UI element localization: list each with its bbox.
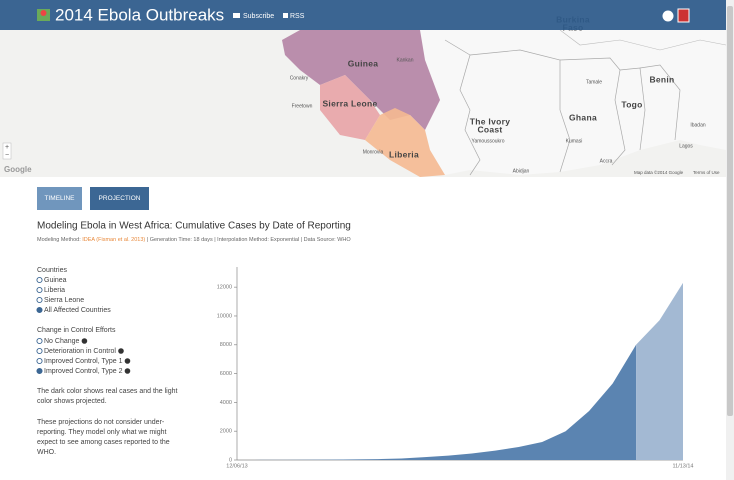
radio-label[interactable]: Guinea xyxy=(44,277,67,284)
partner-icon[interactable] xyxy=(677,8,690,23)
y-tick-label: 8000 xyxy=(220,342,232,348)
area xyxy=(636,282,683,460)
rss-icon xyxy=(283,13,288,18)
country-label: Ghana xyxy=(569,112,597,122)
help-icon[interactable] xyxy=(124,368,131,374)
country-label: Coast xyxy=(477,124,502,134)
city-label: Freetown xyxy=(292,103,313,109)
country-label: Guinea xyxy=(348,58,379,68)
note-text: reporting. They model only what we might xyxy=(37,429,166,436)
radio-label[interactable]: Deterioration in Control xyxy=(44,348,116,355)
radio-button[interactable] xyxy=(36,367,43,375)
chart-title: Modeling Ebola in West Africa: Cumulativ… xyxy=(37,221,351,232)
tab-label[interactable]: PROJECTION xyxy=(99,195,141,202)
city-label: Ibadan xyxy=(690,122,706,128)
method-label: Modeling Method: xyxy=(37,237,82,243)
tab-projection[interactable] xyxy=(90,187,149,210)
radio-button[interactable] xyxy=(36,337,43,345)
city-label: Tamale xyxy=(586,79,602,85)
city-label: Kankan xyxy=(397,57,414,63)
city-label: Accra xyxy=(600,158,613,164)
radio-label[interactable]: No Change xyxy=(44,338,80,345)
y-tick-label: 4000 xyxy=(220,400,232,406)
method-details: | Generation Time: 18 days | Interpolati… xyxy=(145,237,351,243)
y-tick-label: 10000 xyxy=(217,313,232,319)
country-label: Togo xyxy=(621,99,642,109)
city-label: Lagos xyxy=(679,143,693,149)
control-heading: Countries xyxy=(37,267,67,274)
radio-label[interactable]: All Affected Countries xyxy=(44,307,111,314)
help-icon[interactable] xyxy=(81,338,88,344)
chart-subtitle: Modeling Method: IDEA (Fisman et al. 201… xyxy=(37,237,351,243)
border xyxy=(619,67,646,151)
city-label: Conakry xyxy=(290,75,309,81)
radio-label[interactable]: Liberia xyxy=(44,287,65,294)
mail-icon xyxy=(233,13,240,18)
partner-icon[interactable] xyxy=(662,10,674,22)
scrollbar-thumb[interactable] xyxy=(727,6,733,416)
note-text: expect to see among cases reported to th… xyxy=(37,439,170,446)
note-text: The dark color shows real cases and the … xyxy=(37,388,178,395)
country-label: Liberia xyxy=(389,149,419,159)
sierra-leone-region xyxy=(320,75,380,140)
radio-button[interactable] xyxy=(36,357,43,365)
border xyxy=(639,64,681,141)
radio-label[interactable]: Improved Control, Type 2 xyxy=(44,368,123,375)
header-bar xyxy=(0,0,726,30)
method-link[interactable]: IDEA (Fisman et al. 2013) xyxy=(82,237,145,243)
note-text: These projections do not consider under- xyxy=(37,419,165,426)
zoom-in[interactable]: + xyxy=(5,144,9,151)
note-text: color shows projected. xyxy=(37,398,107,405)
subscribe-link[interactable]: Subscribe xyxy=(243,13,274,20)
radio-label[interactable]: Sierra Leone xyxy=(44,297,84,304)
tab-timeline[interactable] xyxy=(37,187,82,210)
border xyxy=(559,57,626,166)
country-label: The Ivory xyxy=(470,116,511,126)
country-label: Sierra Leone xyxy=(322,98,377,108)
radio-button[interactable] xyxy=(36,286,43,294)
guinea-region xyxy=(282,30,440,130)
country-label: Benin xyxy=(649,74,674,84)
border xyxy=(559,29,727,51)
city-label: Kumasi xyxy=(566,138,583,144)
y-tick-label: 6000 xyxy=(220,371,232,377)
map-attribution: Map data ©2014 Google xyxy=(634,169,684,175)
map-logo: Google xyxy=(4,165,32,174)
map-terms[interactable]: Terms of Use xyxy=(693,170,720,175)
site-icon-dot xyxy=(40,10,47,16)
zoom-control[interactable] xyxy=(2,142,12,160)
radio-button[interactable] xyxy=(36,347,43,355)
liberia-region xyxy=(365,108,445,177)
city-label: Monrovia xyxy=(363,149,384,155)
radio-button[interactable] xyxy=(36,306,43,314)
site-title[interactable]: 2014 Ebola Outbreaks xyxy=(55,5,224,24)
city-label: Yamoussoukro xyxy=(472,138,505,144)
note-text: WHO. xyxy=(37,449,56,456)
y-tick-label: 2000 xyxy=(220,429,232,435)
help-icon[interactable] xyxy=(124,358,131,364)
city-label: Abidjan xyxy=(513,168,530,174)
area xyxy=(237,344,637,460)
y-tick-label: 0 xyxy=(229,457,232,463)
zoom-out[interactable]: − xyxy=(5,152,9,159)
radio-button[interactable] xyxy=(36,296,43,304)
rss-link[interactable]: RSS xyxy=(290,13,305,20)
control-heading: Change in Control Efforts xyxy=(37,327,116,334)
radio-label[interactable]: Improved Control, Type 1 xyxy=(44,358,123,365)
y-tick-label: 12000 xyxy=(217,285,232,291)
tab-label[interactable]: TIMELINE xyxy=(45,195,76,202)
radio-button[interactable] xyxy=(36,276,43,284)
help-icon[interactable] xyxy=(118,348,124,354)
x-tick-label: 12/06/13 xyxy=(226,463,247,469)
x-tick-label: 11/13/14 xyxy=(672,463,693,469)
border xyxy=(469,49,571,173)
